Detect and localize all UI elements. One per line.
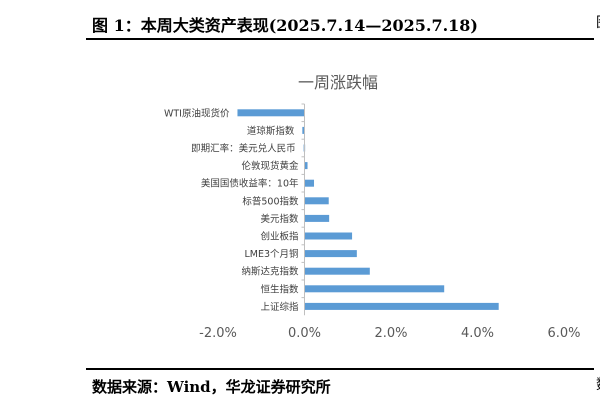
bar-1: [302, 126, 305, 134]
x-tick-label-0: -2.0%: [199, 326, 237, 341]
category-label-3: 伦敦现货黄金: [241, 160, 299, 172]
bar-5: [304, 197, 329, 205]
bar-9: [304, 267, 370, 275]
bar-7: [304, 232, 353, 240]
bar-3: [304, 162, 308, 170]
x-tick-label-1: 0.0%: [288, 326, 321, 341]
bottom-rule: [86, 368, 594, 370]
edge-fragment-bottom: 数: [596, 374, 600, 394]
category-label-5: 标普500指数: [242, 195, 299, 207]
category-label-4: 美国国债收益率：10年: [201, 178, 299, 190]
category-label-11: 上证综指: [260, 301, 299, 313]
figure-title: 图 1：本周大类资产表现(2025.7.14—2025.7.18): [92, 16, 478, 35]
category-label-10: 恒生指数: [260, 283, 299, 295]
x-tick-label-2: 2.0%: [374, 326, 407, 341]
category-label-0: WTI原油现货价: [164, 107, 230, 119]
bar-6: [304, 214, 330, 222]
category-label-9: 纳斯达克指数: [241, 266, 299, 278]
bar-11: [304, 302, 499, 310]
x-tick-label-3: 4.0%: [461, 326, 494, 341]
bar-chart: 一周涨跌幅 WTI原油现货价道琼斯指数即期汇率：美元兑人民币伦敦现货黄金美国国债…: [164, 73, 581, 341]
category-label-8: LME3个月铜: [244, 248, 298, 260]
next-column-fragment: 图 数: [596, 6, 600, 406]
bar-4: [304, 179, 315, 187]
category-label-7: 创业板指: [260, 231, 299, 243]
chart-title: 一周涨跌幅: [298, 73, 378, 92]
bar-8: [304, 250, 357, 258]
bar-0: [237, 109, 305, 117]
category-label-2: 即期汇率：美元兑人民币: [191, 143, 296, 155]
x-tick-label-4: 6.0%: [547, 326, 580, 341]
bar-10: [304, 285, 445, 293]
top-rule: [86, 38, 594, 40]
category-label-6: 美元指数: [260, 213, 299, 225]
edge-fragment-top: 图: [596, 12, 600, 32]
source-note: 数据来源：Wind，华龙证券研究所: [92, 378, 331, 396]
category-label-1: 道琼斯指数: [247, 125, 295, 137]
